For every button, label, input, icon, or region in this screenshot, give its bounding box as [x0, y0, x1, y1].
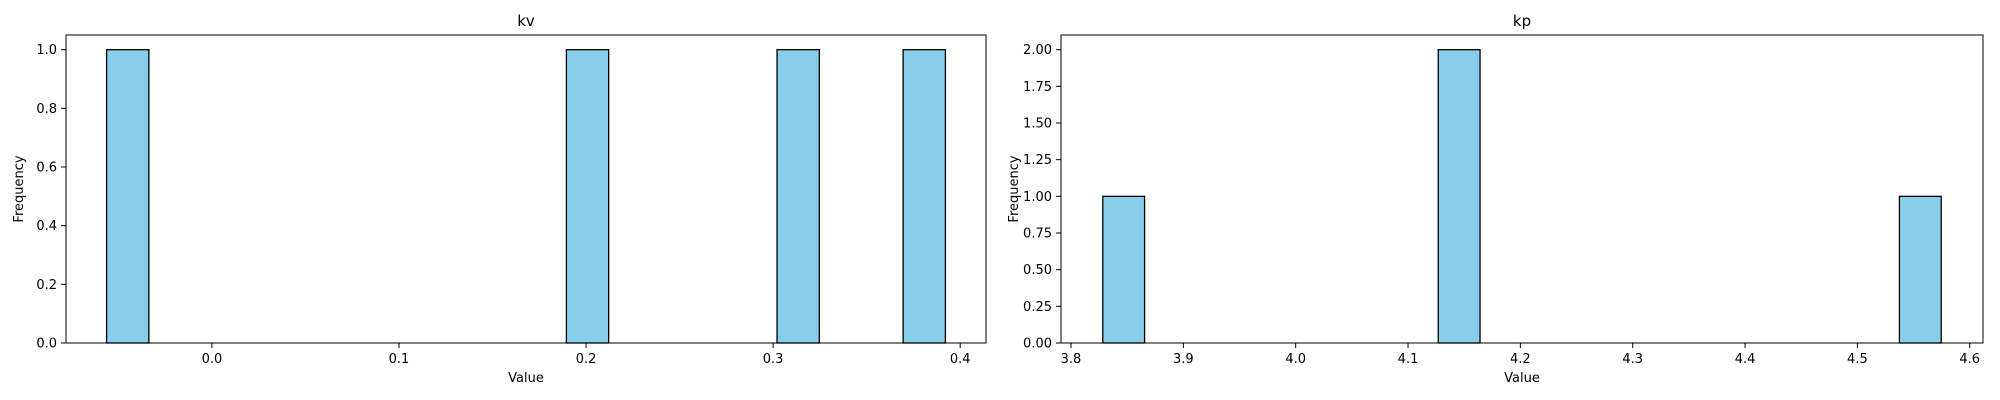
histogram-bar — [1898, 195, 1942, 344]
y-tick-label: 0.0 — [36, 337, 57, 352]
chart-title: kv — [517, 12, 535, 30]
histogram-bar — [105, 49, 150, 344]
y-tick-label: 0.50 — [1023, 263, 1052, 278]
x-tick-label: 4.5 — [1847, 352, 1868, 367]
histogram-bar — [902, 49, 947, 344]
histogram-bar — [1102, 195, 1146, 344]
y-tick-label: 0.75 — [1023, 227, 1052, 242]
axes-frame — [65, 34, 987, 344]
x-tick-label: 0.3 — [763, 352, 784, 367]
y-tick-label: 0.00 — [1023, 337, 1052, 352]
y-tick-label: 1.50 — [1023, 117, 1052, 132]
histogram-bar — [1437, 49, 1481, 344]
x-tick-label: 0.2 — [576, 352, 597, 367]
y-tick-label: 1.25 — [1023, 153, 1052, 168]
x-tick-label: 0.1 — [389, 352, 410, 367]
x-tick-label: 0.0 — [202, 352, 223, 367]
y-tick-label: 0.4 — [36, 219, 57, 234]
y-tick-label: 0.8 — [36, 102, 57, 117]
y-tick-label: 1.0 — [36, 43, 57, 58]
histogram-bar — [565, 49, 610, 344]
x-tick-label: 3.8 — [1061, 352, 1082, 367]
x-tick-label: 4.0 — [1285, 352, 1306, 367]
y-tick-label: 2.00 — [1023, 43, 1052, 58]
x-axis-label: Value — [508, 371, 544, 386]
x-tick-label: 4.4 — [1735, 352, 1756, 367]
y-tick-label: 0.2 — [36, 278, 57, 293]
x-tick-label: 4.1 — [1398, 352, 1419, 367]
y-tick-label: 1.75 — [1023, 80, 1052, 95]
y-axis-label: Frequency — [12, 155, 27, 222]
x-tick-label: 4.6 — [1959, 352, 1980, 367]
y-tick-label: 0.6 — [36, 161, 57, 176]
x-tick-label: 0.4 — [950, 352, 971, 367]
axes-frame — [1060, 34, 1984, 344]
chart-title: kp — [1513, 12, 1531, 30]
x-tick-label: 4.3 — [1622, 352, 1643, 367]
y-axis-label: Frequency — [1007, 155, 1022, 222]
x-tick-label: 4.2 — [1510, 352, 1531, 367]
histogram-bar — [776, 49, 820, 344]
y-tick-label: 0.25 — [1023, 300, 1052, 315]
y-tick-label: 1.00 — [1023, 190, 1052, 205]
x-axis-label: Value — [1504, 371, 1540, 386]
x-tick-label: 3.9 — [1173, 352, 1194, 367]
